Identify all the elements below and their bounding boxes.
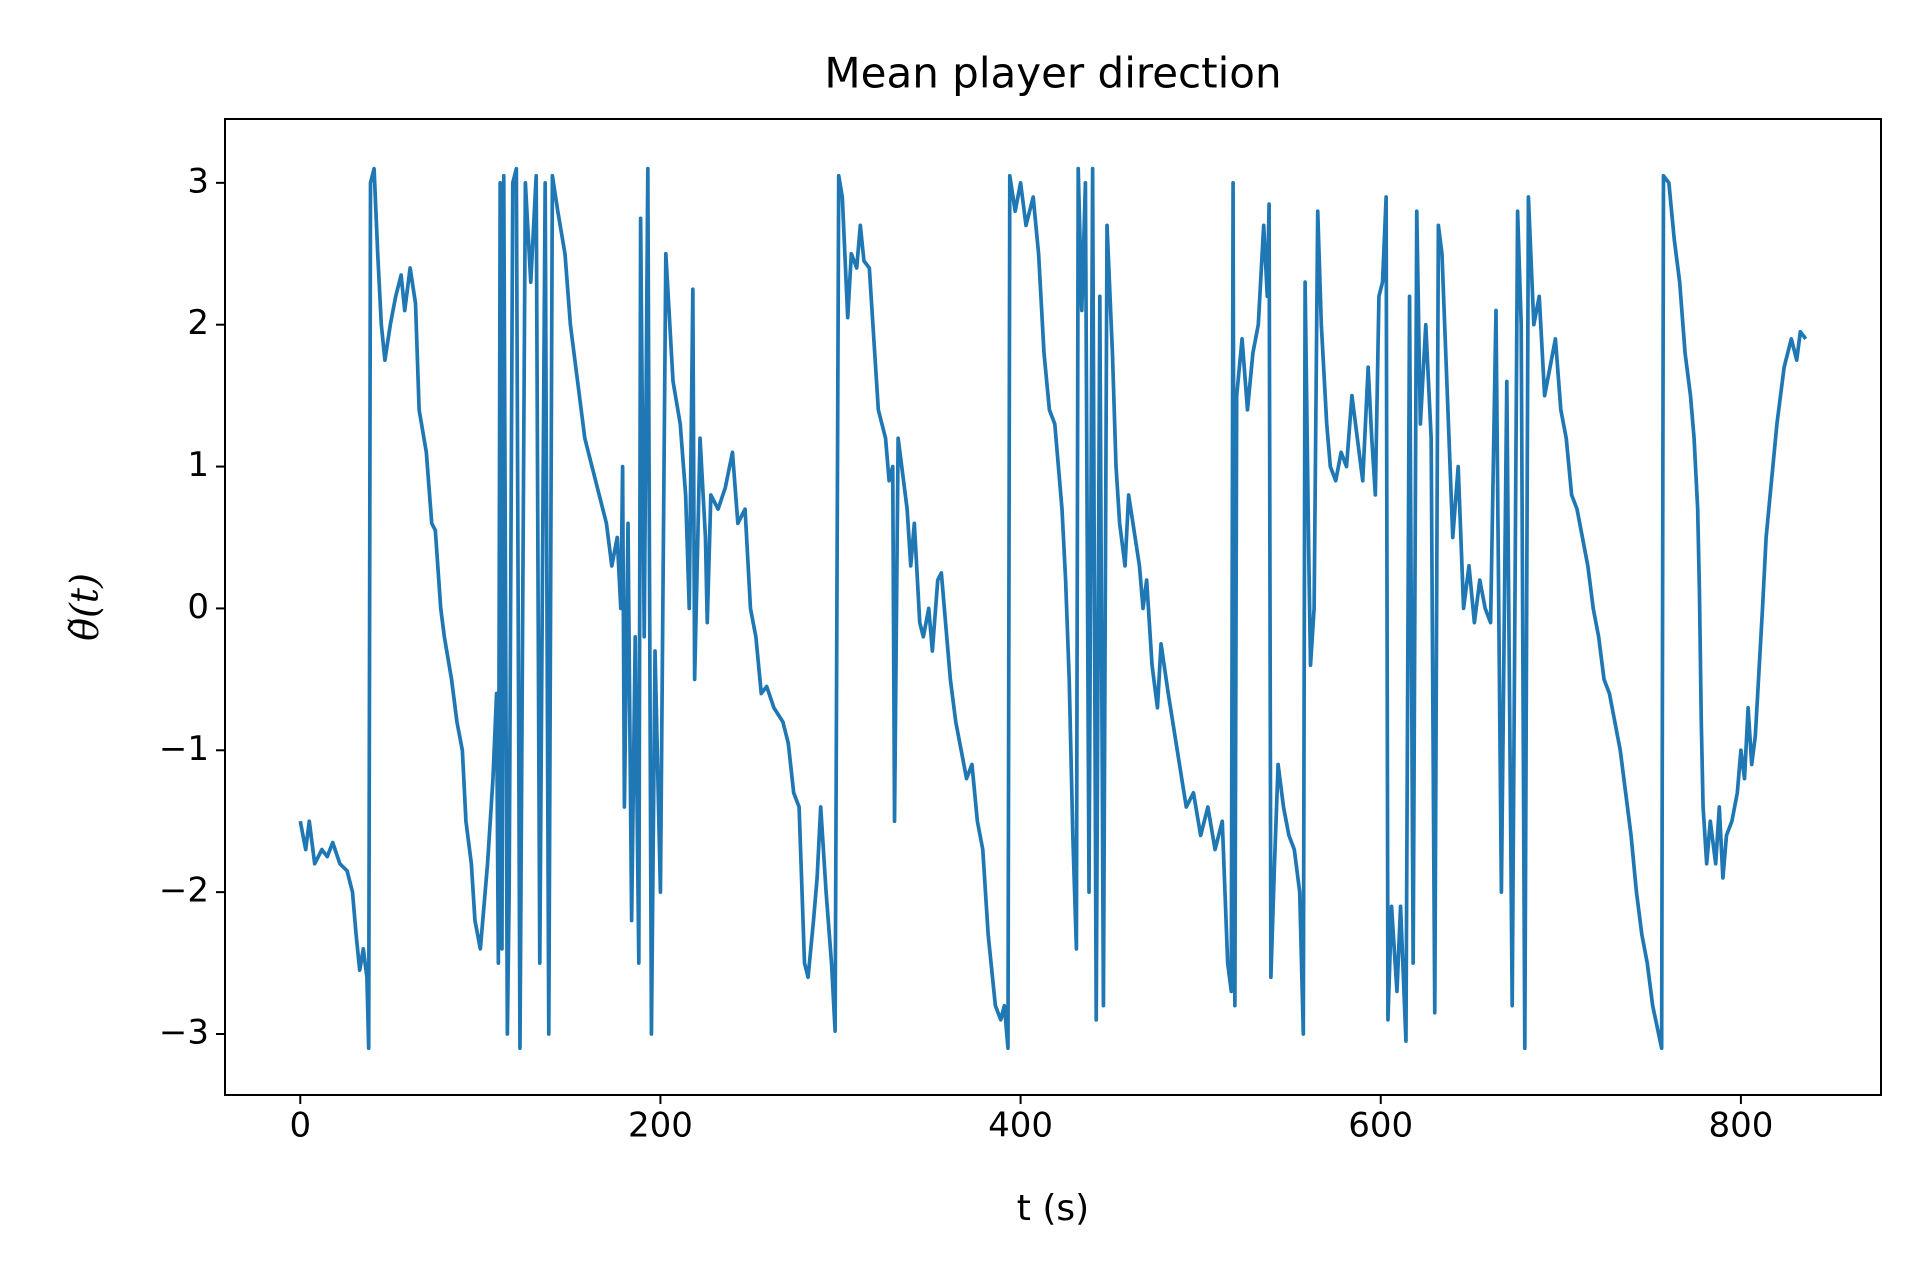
x-tick-label: 0 [289,1106,311,1146]
y-tick-label: −1 [159,729,209,769]
x-tick-label: 200 [628,1106,693,1146]
chart-title: Mean player direction [824,49,1281,98]
y-tick-label: −3 [159,1013,209,1053]
plot-area [298,166,1808,1051]
y-tick-label: −2 [159,871,209,911]
x-tick-label: 400 [988,1106,1053,1146]
y-axis-label: θ̃(t) [63,573,107,641]
y-tick-label: 1 [187,445,209,485]
y-tick-label: 2 [187,303,209,343]
x-tick-label: 600 [1348,1106,1413,1146]
axes-frame [224,118,1882,1096]
x-tick-label: 800 [1708,1106,1773,1146]
y-tick-label: 0 [187,587,209,627]
y-tick-label: 3 [187,161,209,201]
data-line [298,166,1808,1051]
x-axis-label: t (s) [1017,1188,1089,1229]
